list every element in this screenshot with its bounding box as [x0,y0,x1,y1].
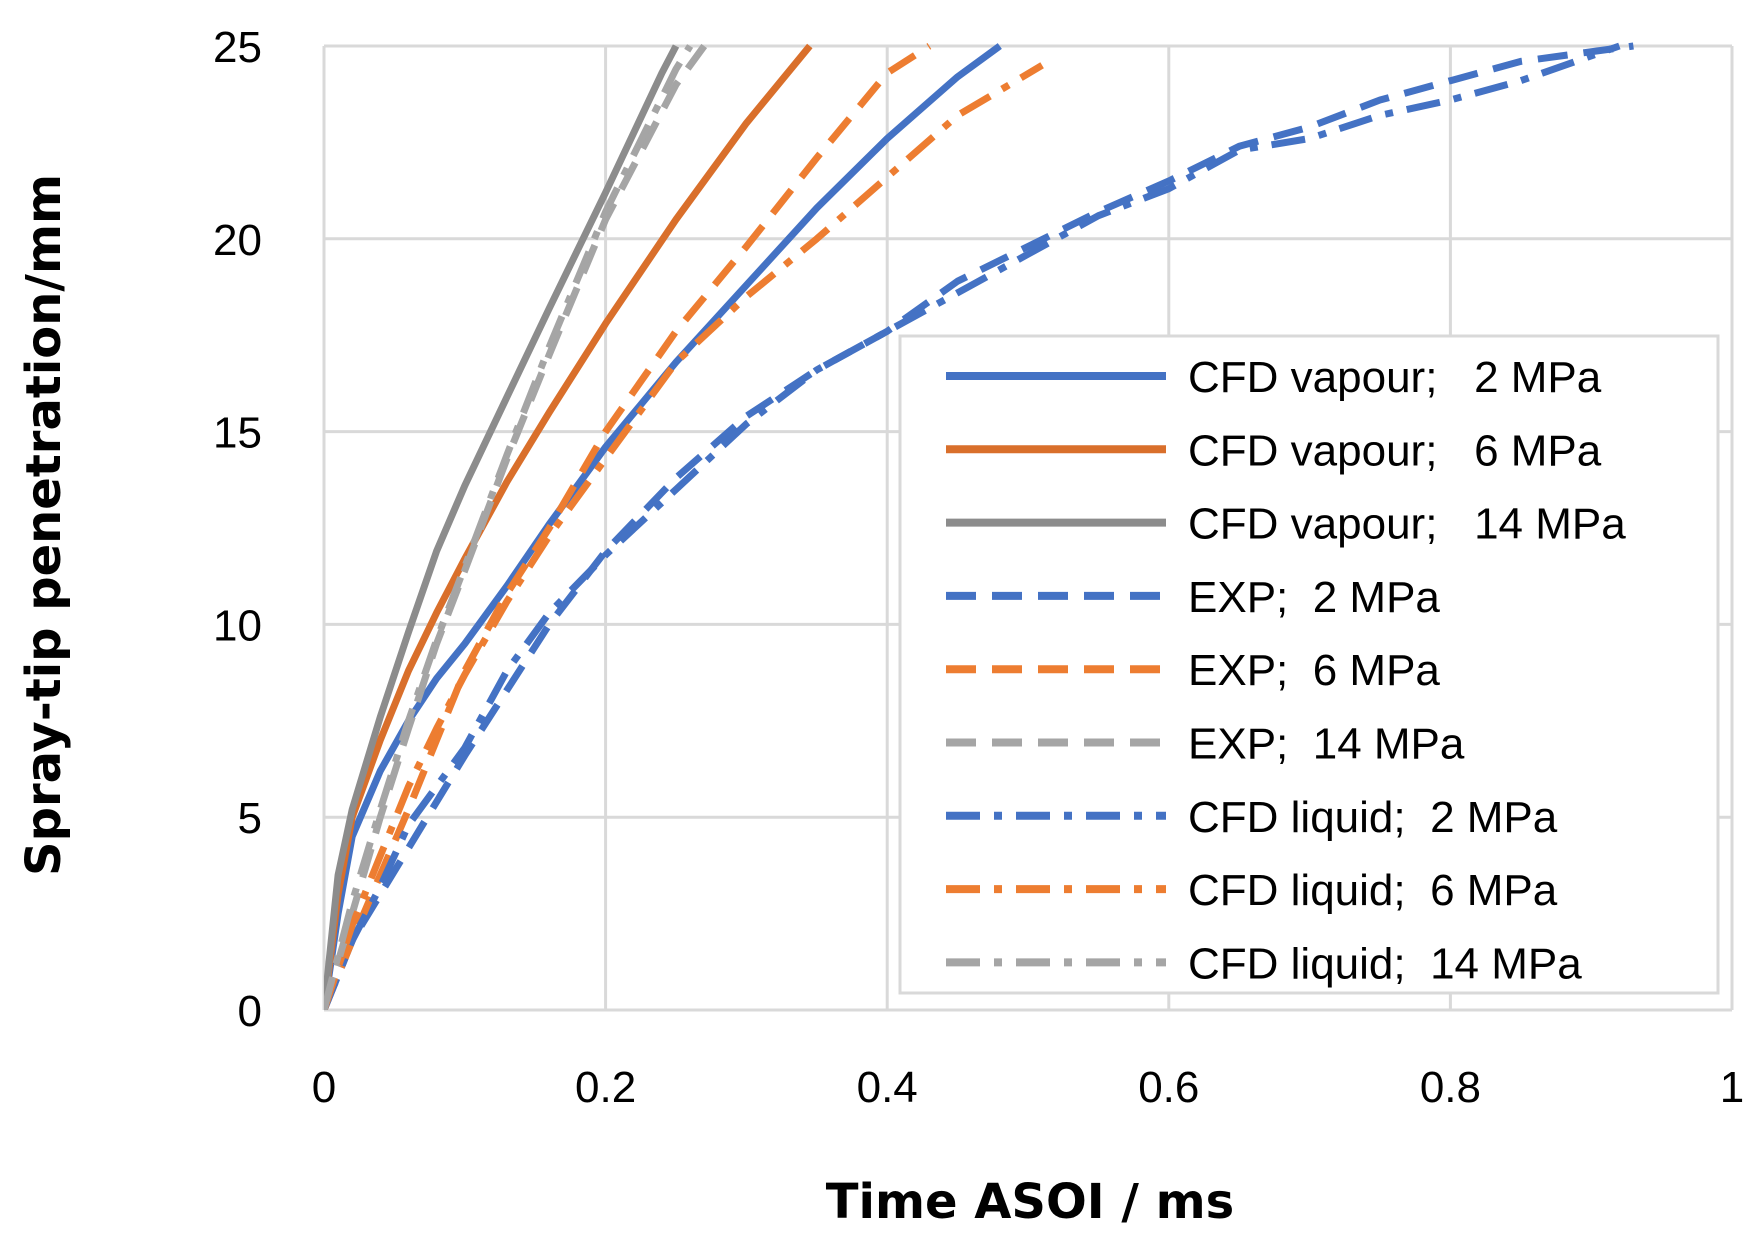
legend-label-2: CFD vapour; 6 MPa [1188,426,1602,475]
legend-label-4: EXP; 2 MPa [1188,573,1440,622]
x-tick-label: 0.8 [1420,1063,1481,1112]
y-tick-label: 20 [213,216,262,265]
series-line-5 [324,43,932,1010]
x-axis-ticks: 0 0.2 0.4 0.6 0.8 1 [312,1063,1744,1112]
legend-label-5: EXP; 6 MPa [1188,646,1440,695]
x-tick-label: 1 [1720,1063,1744,1112]
legend-label-1: CFD vapour; 2 MPa [1188,353,1602,402]
y-tick-label: 15 [213,409,262,458]
legend-label-3: CFD vapour; 14 MPa [1188,500,1626,549]
series-line-3 [324,44,680,1010]
legend-label-6: EXP; 14 MPa [1188,720,1465,769]
x-tick-label: 0.6 [1138,1063,1199,1112]
series-group [324,42,1634,1010]
x-tick-label: 0.2 [575,1063,636,1112]
y-axis-title: Spray-tip penetration/mm [16,174,72,876]
y-tick-label: 0 [238,987,262,1036]
x-tick-label: 0.4 [857,1063,918,1112]
y-tick-label: 10 [213,601,262,650]
x-axis-title: Time ASOI / ms [826,1174,1234,1230]
y-tick-label: 25 [213,23,262,72]
series-lines [324,42,1634,1010]
series-line-8 [324,62,1044,1010]
series-line-7 [324,42,1621,1010]
series-line-4 [324,42,1634,1010]
legend: CFD vapour; 2 MPa CFD vapour; 6 MPa CFD va… [898,334,1720,995]
series-line-1 [324,43,1002,1010]
legend-label-9: CFD liquid; 14 MPa [1188,939,1582,988]
y-axis-ticks: 0 5 10 15 20 25 [213,23,262,1036]
y-tick-label: 5 [238,794,262,843]
legend-label-8: CFD liquid; 6 MPa [1188,866,1558,915]
x-tick-label: 0 [312,1063,336,1112]
legend-label-7: CFD liquid; 2 MPa [1188,793,1558,842]
legend-items: CFD vapour; 2 MPa CFD vapour; 6 MPa CFD va… [946,353,1626,988]
